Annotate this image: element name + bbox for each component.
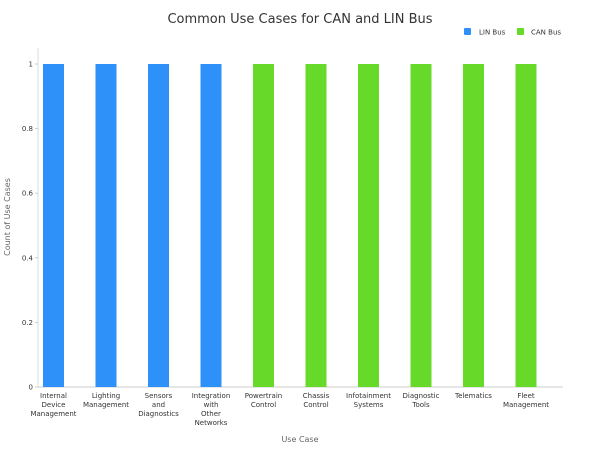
x-tick-label-line: Other [201, 410, 221, 418]
x-tick-label-line: Chassis [303, 392, 330, 400]
x-tick-label: Powertrain Control [245, 392, 282, 409]
x-tick-label-line: Fleet [517, 392, 535, 400]
x-tick-label-line: Sensors [145, 392, 173, 400]
x-tick-label: Fleet Management [503, 392, 549, 409]
y-tick-label: 0.6 [22, 190, 34, 198]
x-tick-label-line: Systems [354, 401, 384, 409]
y-axis-ticks: 0 0.2 0.4 0.6 0.8 1 [22, 61, 38, 392]
y-axis-label: Count of Use Cases [3, 178, 12, 256]
y-tick-label: 0.2 [22, 319, 33, 327]
x-tick-label-line: Device [42, 401, 66, 409]
x-tick-label-line: Networks [195, 419, 228, 427]
y-tick-label: 0.4 [22, 254, 34, 262]
x-tick-label-line: Infotainment [346, 392, 391, 400]
x-tick-label: Diagnostic Tools [403, 392, 440, 409]
x-tick-label: Integration with Other Networks [192, 392, 231, 427]
y-tick-label: 1 [29, 61, 33, 69]
x-axis-label: Use Case [281, 435, 318, 444]
x-tick-label-line: Diagnostic [403, 392, 440, 400]
bar-lin-bus[interactable] [200, 64, 222, 387]
x-tick-label: Lighting Management [83, 392, 129, 409]
x-tick-label-line: Management [30, 410, 76, 418]
x-tick-label-line: Lighting [92, 392, 120, 400]
x-tick-label-line: Internal [40, 392, 67, 400]
bar-lin-bus[interactable] [148, 64, 169, 387]
bar-can-bus[interactable] [305, 64, 327, 387]
x-tick-label: Telematics [454, 392, 492, 400]
bar-can-bus[interactable] [463, 64, 484, 387]
x-tick-label-line: Management [83, 401, 129, 409]
bar-lin-bus[interactable] [43, 64, 64, 387]
x-tick-label-line: Diagnostics [138, 410, 179, 418]
bar-can-bus[interactable] [253, 64, 274, 387]
y-tick-label: 0 [29, 384, 33, 392]
x-tick-label: Chassis Control [303, 392, 330, 409]
y-tick-label: 0.8 [22, 125, 33, 133]
legend-label-lin-bus[interactable]: LIN Bus [479, 29, 506, 37]
legend: LIN Bus CAN Bus [464, 28, 561, 37]
x-tick-label-line: Control [251, 401, 276, 409]
legend-swatch-can-bus [517, 28, 524, 35]
x-tick-label-line: and [152, 401, 165, 409]
chart-title: Common Use Cases for CAN and LIN Bus [167, 12, 432, 27]
bar-can-bus[interactable] [358, 64, 379, 387]
x-tick-label-line: Management [503, 401, 549, 409]
bar-can-bus[interactable] [515, 64, 537, 387]
bars-group [43, 64, 537, 387]
legend-label-can-bus[interactable]: CAN Bus [531, 29, 561, 37]
bar-can-bus[interactable] [410, 64, 432, 387]
x-tick-label-line: Powertrain [245, 392, 282, 400]
x-tick-label-line: Telematics [454, 392, 492, 400]
legend-swatch-lin-bus [464, 28, 471, 35]
x-tick-label: Internal Device Management [30, 392, 76, 418]
x-tick-label-line: with [204, 401, 219, 409]
x-tick-label: Infotainment Systems [346, 392, 391, 409]
x-tick-label-line: Tools [411, 401, 430, 409]
x-tick-label-line: Integration [192, 392, 231, 400]
x-tick-label-line: Control [303, 401, 328, 409]
x-tick-label: Sensors and Diagnostics [138, 392, 179, 418]
bar-lin-bus[interactable] [95, 64, 117, 387]
